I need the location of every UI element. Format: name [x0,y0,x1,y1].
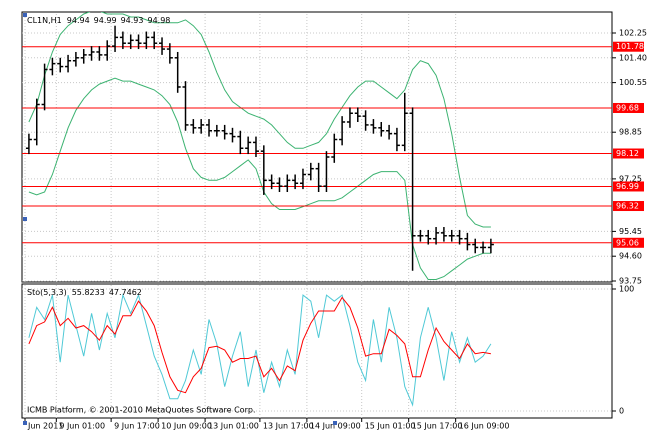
y-tick-label: 100 [619,285,634,294]
series-line [28,296,491,394]
y-tick-label: 93.75 [619,277,642,286]
x-tick-label: 13 Jun 17:00 [263,422,314,431]
x-tick-label: 9 Jun 01:00 [59,422,105,431]
level-label-bg [613,148,644,159]
x-tick-label: 16 Jun 09:00 [459,422,510,431]
x-tick-label: 15 Jun 17:00 [412,422,463,431]
main-value: 55.8233 [72,288,105,297]
quote-header: CL1N,H1 94.94 94.99 94.93 94.98 [27,16,170,25]
y-tick-label: 94.60 [619,252,642,261]
level-label-bg [613,201,644,212]
quote-high: 94.99 [94,16,117,25]
y-tick-label: 0 [619,407,624,416]
oscillator-header: Sto(5,3,3) 55.8233 47.7462 [27,288,142,297]
y-tick-label: 100.55 [619,78,647,87]
band-lower [28,77,491,280]
handle [23,13,27,17]
y-tick-label: 98.85 [619,128,642,137]
band-upper [28,12,491,228]
x-tick-label: 10 Jun 09:00 [161,422,212,431]
level-label: 96.99 [616,182,639,191]
y-tick-label: 101.40 [619,53,647,62]
symbol: CL1N,H1 [27,16,62,25]
level-label-bg [613,181,644,192]
x-tick-label: 9 Jun 17:00 [114,422,160,431]
axes: 102.25 101.40 100.55 98.85 97.25 95.45 94.60 93… [24,29,647,431]
oscillator-plot [22,284,612,418]
y-tick-label: 95.45 [619,227,642,236]
quote-low: 94.93 [121,16,144,25]
x-tick-label: 13 Jun 01:00 [208,422,259,431]
series-line [28,293,492,407]
level-label-bg [613,237,644,248]
price-panel [21,11,613,283]
oscillator-title: Sto(5,3,3) [27,288,67,297]
handle [333,421,337,425]
level-label: 99.68 [616,103,639,112]
quote-close: 94.98 [147,16,170,25]
level-label: 101.78 [616,42,644,51]
handle [23,217,27,221]
quote-open: 94.94 [67,16,90,25]
y-tick-label: 102.25 [619,29,647,38]
y-tick-label: 97.25 [619,174,642,183]
x-tick-label: 15 Jun 01:00 [365,422,416,431]
level-label: 98.12 [616,149,639,158]
footer: ICMB Platform, © 2001-2010 MetaQuotes So… [27,406,256,415]
x-tick-label: Jun 2011 [27,422,63,431]
signal-value: 47.7462 [109,288,142,297]
level-label-bg [613,102,644,113]
level-label-bg [613,41,644,52]
oscillator-panel [21,283,613,419]
level-label: 95.06 [616,238,639,247]
level-label: 96.32 [616,202,639,211]
price-plot [22,12,612,282]
handle [23,421,27,425]
x-tick-label: 14 Jun 09:00 [310,422,361,431]
